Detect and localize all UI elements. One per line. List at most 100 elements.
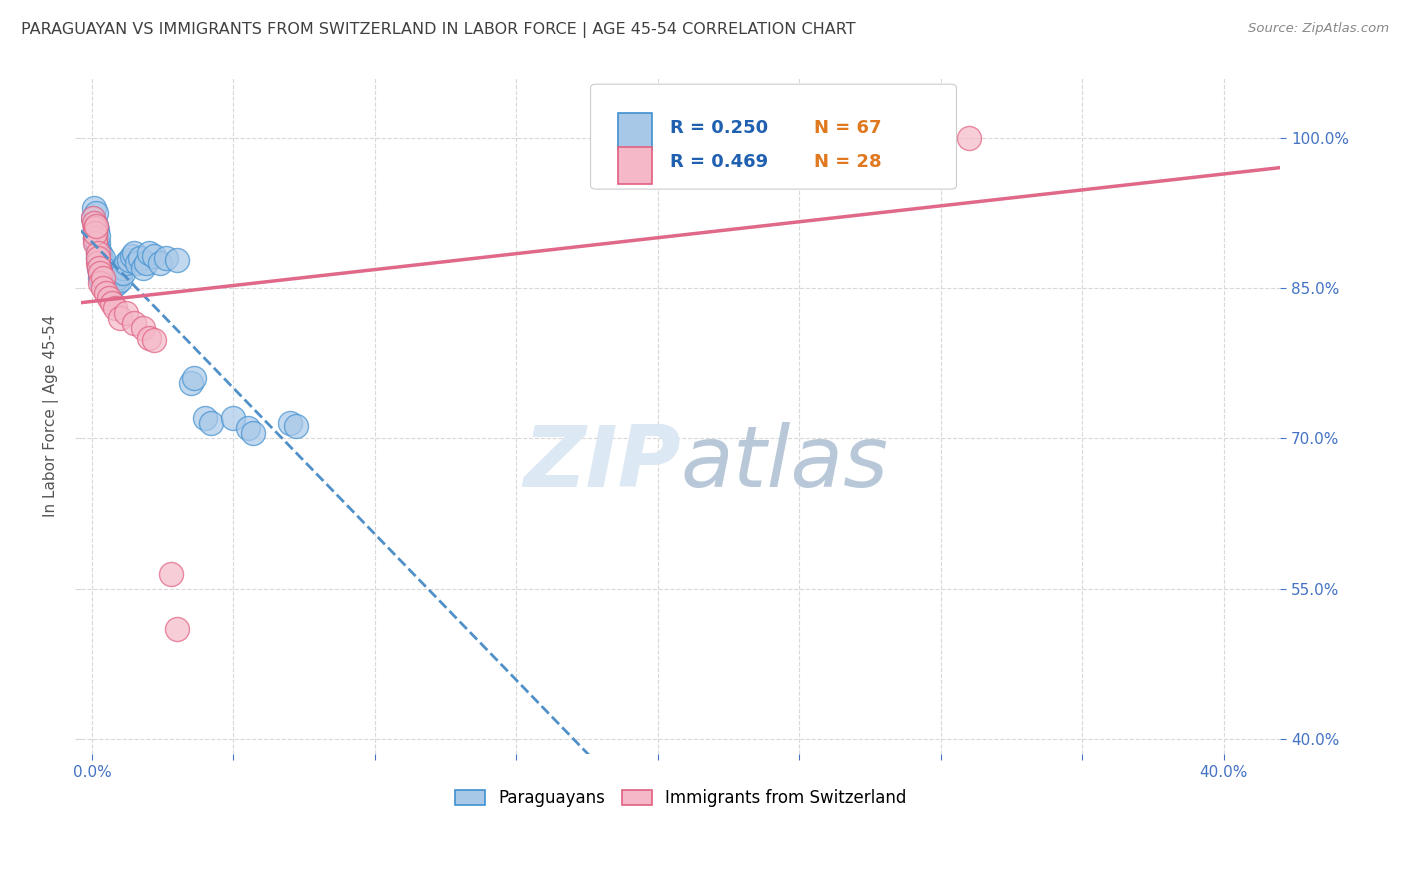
Point [194, 411, 217, 425]
Point [160, 566, 183, 581]
Point [84, 219, 107, 233]
Point [166, 252, 188, 267]
Point [183, 371, 205, 385]
Point [91, 281, 114, 295]
Point [97, 273, 120, 287]
Point [84, 206, 107, 220]
Point [166, 622, 188, 636]
Point [91, 260, 114, 275]
Point [200, 417, 222, 431]
Point [87, 256, 110, 270]
Point [84, 226, 107, 240]
Point [86, 223, 108, 237]
Point [86, 256, 108, 270]
Point [97, 283, 120, 297]
Point [83, 231, 105, 245]
Point [143, 249, 166, 263]
Point [180, 376, 202, 391]
Point [89, 259, 111, 273]
Text: R = 0.250: R = 0.250 [669, 120, 768, 137]
Point [138, 331, 160, 345]
Text: N = 67: N = 67 [814, 120, 882, 137]
Point [94, 263, 117, 277]
Point [83, 201, 105, 215]
Point [83, 231, 105, 245]
Point [84, 219, 107, 233]
Point [86, 228, 108, 243]
Point [112, 266, 135, 280]
Point [97, 291, 120, 305]
Point [115, 306, 138, 320]
Point [110, 266, 132, 280]
Point [107, 276, 129, 290]
Point [83, 235, 105, 250]
Point [91, 251, 114, 265]
Point [132, 321, 155, 335]
Point [94, 268, 117, 283]
Point [91, 256, 114, 270]
Point [124, 246, 146, 260]
Point [83, 216, 105, 230]
Point [236, 421, 259, 435]
Point [100, 296, 122, 310]
Point [94, 285, 117, 300]
Point [104, 301, 127, 315]
FancyBboxPatch shape [591, 84, 956, 189]
Point [86, 241, 108, 255]
Point [115, 256, 138, 270]
Point [84, 226, 107, 240]
Point [143, 333, 166, 347]
Text: atlas: atlas [681, 422, 889, 505]
Point [89, 246, 111, 260]
Point [104, 268, 127, 283]
Point [112, 260, 135, 275]
Point [110, 311, 132, 326]
Point [91, 266, 114, 280]
Point [135, 256, 157, 270]
Legend: Paraguayans, Immigrants from Switzerland: Paraguayans, Immigrants from Switzerland [449, 782, 912, 814]
Point [82, 211, 104, 225]
Point [129, 251, 152, 265]
Point [242, 426, 264, 441]
Point [104, 273, 127, 287]
Text: R = 0.469: R = 0.469 [669, 153, 768, 171]
Text: PARAGUAYAN VS IMMIGRANTS FROM SWITZERLAND IN LABOR FORCE | AGE 45-54 CORRELATION: PARAGUAYAN VS IMMIGRANTS FROM SWITZERLAN… [21, 22, 856, 38]
Point [87, 260, 110, 275]
Point [89, 266, 111, 280]
Point [110, 273, 132, 287]
Point [86, 246, 108, 260]
Point [284, 419, 307, 434]
Point [91, 271, 114, 285]
Point [87, 260, 110, 275]
Y-axis label: In Labor Force | Age 45-54: In Labor Force | Age 45-54 [44, 315, 59, 517]
Text: ZIP: ZIP [523, 422, 681, 505]
Point [83, 220, 105, 235]
Point [94, 276, 117, 290]
Point [83, 220, 105, 235]
Point [124, 316, 146, 330]
Point [132, 260, 155, 275]
Point [86, 235, 108, 250]
Point [82, 211, 104, 225]
Point [89, 266, 111, 280]
Point [97, 279, 120, 293]
Point [107, 271, 129, 285]
Point [100, 281, 122, 295]
Point [90, 276, 112, 290]
Point [86, 251, 108, 265]
Point [127, 256, 149, 270]
Point [83, 216, 105, 230]
Point [86, 246, 108, 260]
Point [89, 271, 111, 285]
Point [278, 417, 301, 431]
Point [118, 252, 141, 267]
Point [155, 251, 177, 265]
Point [100, 276, 122, 290]
Point [89, 252, 111, 267]
Text: N = 28: N = 28 [814, 153, 882, 171]
Point [222, 411, 245, 425]
Point [84, 235, 107, 250]
Point [138, 246, 160, 260]
Text: Source: ZipAtlas.com: Source: ZipAtlas.com [1249, 22, 1389, 36]
Point [149, 256, 172, 270]
